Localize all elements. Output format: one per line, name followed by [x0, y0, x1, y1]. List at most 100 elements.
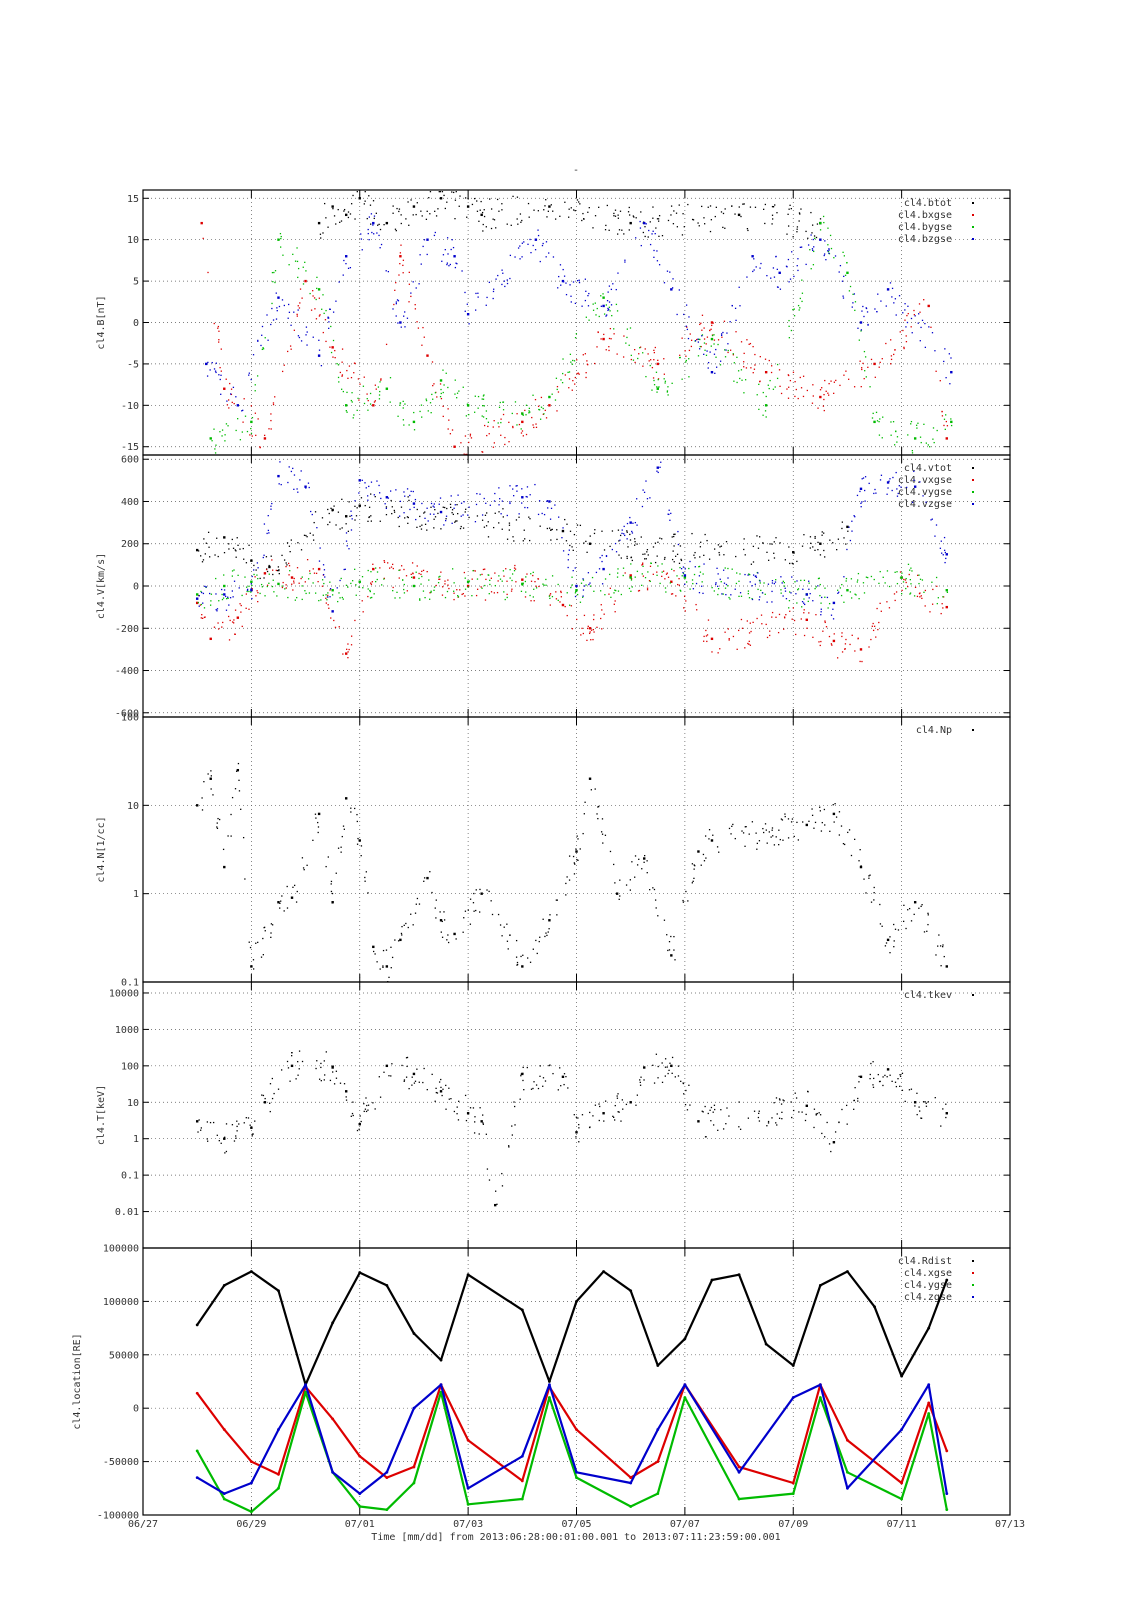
data-point — [670, 568, 673, 570]
data-point — [385, 221, 389, 225]
data-point — [267, 339, 269, 341]
data-point — [629, 327, 632, 329]
data-point — [764, 1342, 768, 1346]
data-point — [318, 349, 321, 351]
data-point — [517, 223, 519, 225]
data-point — [779, 385, 781, 387]
data-point — [576, 618, 578, 621]
data-point — [230, 835, 232, 837]
data-point — [521, 430, 524, 432]
data-point — [536, 952, 538, 955]
data-point — [367, 409, 369, 411]
data-point — [548, 395, 551, 399]
data-point — [455, 938, 457, 940]
data-point — [689, 1104, 691, 1106]
data-point — [846, 548, 848, 551]
data-point — [320, 364, 323, 367]
data-point — [250, 580, 253, 583]
data-point — [773, 276, 776, 278]
data-point — [949, 383, 951, 385]
data-point — [343, 210, 345, 212]
data-point — [930, 326, 932, 328]
data-point — [602, 293, 604, 295]
data-point — [853, 1099, 855, 1102]
data-point — [800, 579, 802, 582]
data-point — [663, 378, 665, 380]
data-point — [521, 219, 523, 222]
data-point — [292, 467, 294, 470]
data-point — [816, 223, 819, 225]
data-point — [399, 938, 402, 942]
data-point — [832, 542, 834, 544]
data-point — [379, 228, 382, 231]
data-point — [601, 583, 604, 585]
data-point — [209, 369, 211, 371]
data-point — [871, 417, 874, 419]
data-point — [942, 946, 944, 948]
data-point — [641, 868, 643, 870]
data-point — [634, 544, 636, 546]
data-point — [706, 539, 708, 542]
data-point — [846, 271, 849, 275]
data-point — [227, 615, 230, 618]
data-point — [569, 353, 572, 355]
data-point — [942, 554, 944, 556]
data-point — [292, 253, 294, 256]
data-point — [529, 238, 531, 241]
data-point — [502, 401, 505, 403]
data-point — [647, 571, 649, 573]
data-point — [794, 395, 796, 398]
data-point — [885, 305, 887, 307]
data-point — [573, 873, 576, 875]
data-point — [321, 517, 324, 519]
data-point — [855, 594, 857, 596]
data-point — [501, 1172, 503, 1175]
data-point — [323, 1060, 325, 1062]
data-point — [605, 555, 608, 557]
data-point — [565, 540, 568, 542]
data-point — [671, 558, 674, 561]
y-tick-label: 600 — [121, 455, 139, 466]
data-point — [396, 207, 398, 210]
data-point — [699, 338, 701, 341]
data-point — [918, 907, 920, 909]
data-point — [233, 580, 236, 582]
data-point — [277, 901, 280, 904]
data-point — [824, 824, 826, 826]
data-point — [804, 1119, 807, 1122]
data-point — [450, 495, 452, 497]
data-point — [701, 205, 703, 208]
data-point — [577, 372, 579, 374]
data-point — [390, 1075, 392, 1077]
data-point — [586, 551, 588, 553]
data-point — [683, 313, 685, 316]
data-point — [402, 272, 404, 274]
x-tick-label: 07/05 — [561, 1519, 591, 1530]
data-point — [905, 335, 907, 337]
data-point — [819, 644, 821, 647]
data-point — [346, 648, 348, 650]
data-point — [277, 1473, 280, 1476]
data-point — [769, 634, 771, 637]
data-point — [656, 466, 659, 469]
data-point — [851, 530, 853, 532]
data-point — [485, 304, 487, 306]
data-point — [795, 1097, 798, 1099]
data-point — [669, 271, 671, 273]
data-point — [282, 581, 284, 584]
data-point — [734, 588, 736, 590]
data-point — [907, 434, 909, 436]
data-point — [293, 474, 296, 476]
data-point — [303, 534, 306, 536]
data-point — [417, 327, 420, 329]
data-point — [670, 593, 673, 595]
data-point — [383, 578, 385, 580]
data-point — [744, 573, 746, 576]
data-point — [895, 1085, 898, 1088]
data-point — [451, 239, 453, 241]
data-point — [819, 594, 821, 597]
data-point — [272, 569, 274, 571]
data-point — [860, 330, 862, 332]
data-point — [250, 427, 252, 430]
data-point — [735, 319, 737, 322]
